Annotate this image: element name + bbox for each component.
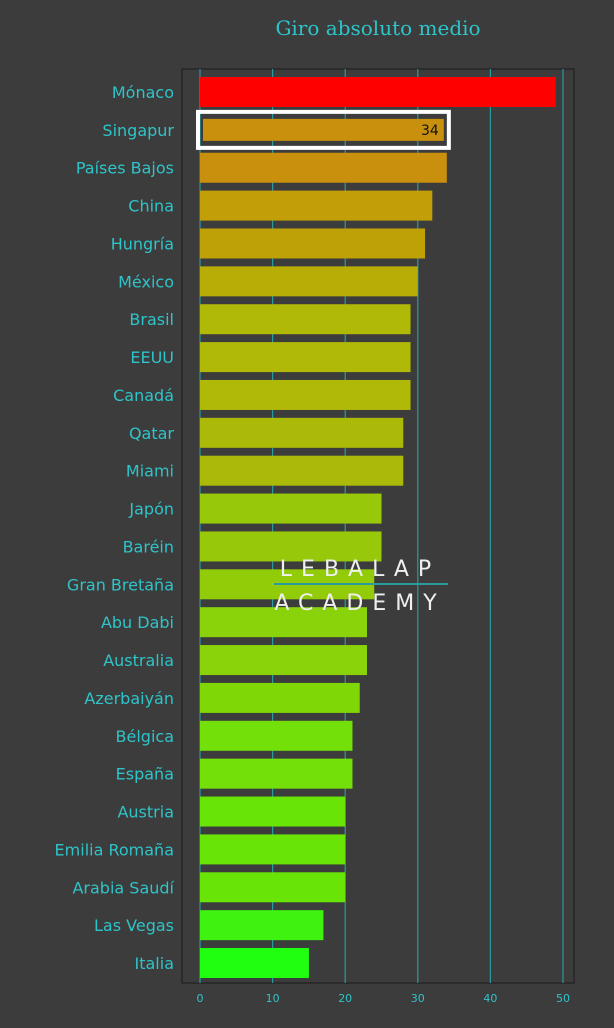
grid-lines [199,69,564,983]
bar-20 [200,834,346,865]
category-label: Arabia Saudí [72,878,174,897]
category-label: Azerbaiyán [84,689,174,708]
category-label: Miami [126,462,174,481]
highlight-box [196,109,451,150]
plot-area [181,68,575,984]
bar-9 [200,417,404,448]
bar-18 [200,758,353,789]
bar-17 [200,720,353,751]
category-labels: Mónaco Singapur Países Bajos China Hungría Mé… [55,83,175,973]
category-label: Las Vegas [94,916,174,935]
bar-21 [200,872,346,903]
category-label: Canadá [113,386,174,405]
bar-3 [200,190,433,221]
bar-14 [200,607,367,638]
data-label-highlight: 34 [421,123,439,139]
x-tick-label: 0 [197,992,204,1005]
category-label: Singapur [102,121,174,140]
bar-15 [200,645,367,676]
bar-4 [200,228,426,259]
highlight-group: 34 [196,109,451,150]
bar-10 [200,455,404,486]
category-label: Mónaco [112,83,174,102]
category-label: Brasil [129,310,174,329]
watermark-line-2: ACADEMY [274,591,445,616]
chart-title: Giro absoluto medio [275,16,481,40]
category-label: Australia [103,651,174,670]
x-tick-label: 40 [483,992,497,1005]
category-label: Qatar [129,424,174,443]
bar-6 [200,304,411,335]
category-label: Japón [128,500,174,519]
bar-12 [200,531,382,562]
bars [200,77,556,979]
bar-5 [200,266,418,297]
watermark-line-1: LEBALAP [280,557,440,582]
category-label: Hungría [111,234,174,253]
bar-16 [200,682,360,713]
bar-7 [200,342,411,373]
category-label: Emilia Romaña [55,840,174,859]
category-label: Abu Dabi [101,613,174,632]
category-label: México [118,272,174,291]
category-label: Austria [117,803,174,822]
x-axis-ticks: 0 10 20 30 40 50 [197,992,571,1005]
x-tick-label: 10 [266,992,280,1005]
x-tick-label: 20 [338,992,352,1005]
bar-23 [200,948,309,979]
category-label: Baréin [123,537,174,556]
category-label: España [116,765,174,784]
bar-19 [200,796,346,827]
bar-22 [200,910,324,941]
plot-frame [181,68,575,984]
bar-1 [203,118,444,141]
bar-0 [200,77,556,107]
watermark: LEBALAP ACADEMY [274,557,448,616]
x-tick-label: 50 [556,992,570,1005]
category-label: Gran Bretaña [67,575,174,594]
category-label: EEUU [130,348,174,367]
x-tick-label: 30 [411,992,425,1005]
bar-11 [200,493,382,524]
category-label: China [128,197,174,216]
category-label: Países Bajos [76,159,174,178]
bar-2 [200,152,447,183]
category-label: Bélgica [116,727,174,746]
category-label: Italia [135,954,175,973]
bar-8 [200,379,411,410]
